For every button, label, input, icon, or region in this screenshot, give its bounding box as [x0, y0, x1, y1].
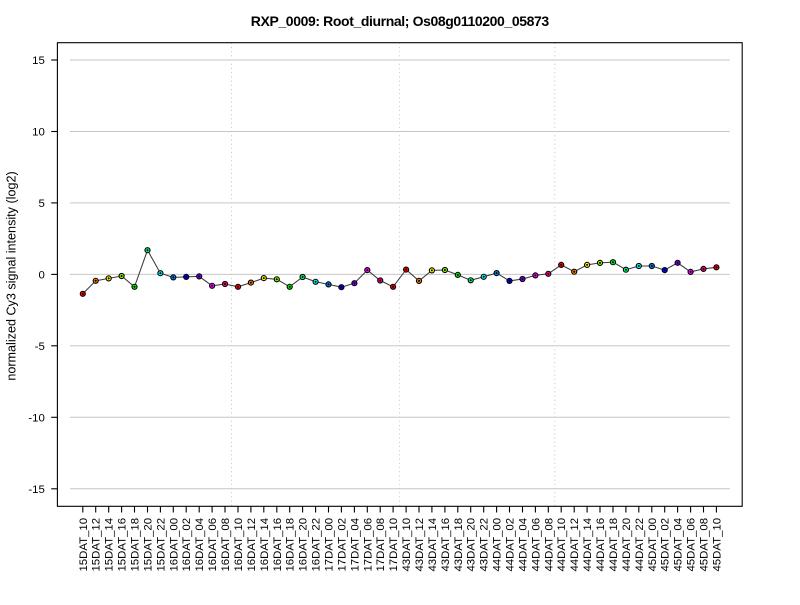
- svg-text:17DAT_02: 17DAT_02: [336, 518, 348, 572]
- svg-text:17DAT_08: 17DAT_08: [375, 518, 387, 572]
- svg-text:15DAT_10: 15DAT_10: [78, 518, 90, 572]
- svg-text:17DAT_06: 17DAT_06: [362, 518, 374, 572]
- svg-text:16DAT_18: 16DAT_18: [285, 518, 297, 572]
- svg-text:44DAT_06: 44DAT_06: [530, 518, 542, 572]
- svg-text:15DAT_18: 15DAT_18: [130, 518, 142, 572]
- svg-text:44DAT_14: 44DAT_14: [582, 518, 594, 572]
- svg-text:16DAT_20: 16DAT_20: [298, 518, 310, 572]
- svg-text:43DAT_22: 43DAT_22: [479, 518, 491, 572]
- svg-text:16DAT_08: 16DAT_08: [220, 518, 232, 572]
- svg-text:16DAT_06: 16DAT_06: [207, 518, 219, 572]
- svg-text:17DAT_04: 17DAT_04: [349, 518, 361, 572]
- svg-text:5: 5: [38, 198, 44, 210]
- svg-text:43DAT_18: 43DAT_18: [453, 518, 465, 572]
- svg-text:16DAT_10: 16DAT_10: [233, 518, 245, 572]
- svg-text:15DAT_22: 15DAT_22: [155, 518, 167, 572]
- svg-text:43DAT_16: 43DAT_16: [440, 518, 452, 572]
- svg-text:44DAT_18: 44DAT_18: [608, 518, 620, 572]
- svg-text:16DAT_04: 16DAT_04: [194, 518, 206, 572]
- svg-text:44DAT_04: 44DAT_04: [518, 518, 530, 572]
- svg-text:10: 10: [32, 127, 45, 139]
- svg-text:44DAT_16: 44DAT_16: [595, 518, 607, 572]
- svg-text:16DAT_02: 16DAT_02: [181, 518, 193, 572]
- svg-text:45DAT_04: 45DAT_04: [673, 518, 685, 572]
- svg-text:44DAT_10: 44DAT_10: [556, 518, 568, 572]
- svg-text:16DAT_14: 16DAT_14: [259, 518, 271, 572]
- svg-text:44DAT_12: 44DAT_12: [569, 518, 581, 572]
- svg-text:45DAT_00: 45DAT_00: [647, 518, 659, 572]
- svg-text:44DAT_22: 44DAT_22: [634, 518, 646, 572]
- svg-text:45DAT_06: 45DAT_06: [686, 518, 698, 572]
- svg-text:15DAT_12: 15DAT_12: [91, 518, 103, 572]
- svg-text:45DAT_08: 45DAT_08: [699, 518, 711, 572]
- svg-text:44DAT_02: 44DAT_02: [505, 518, 517, 572]
- svg-text:-10: -10: [28, 412, 44, 424]
- svg-text:16DAT_16: 16DAT_16: [272, 518, 284, 572]
- svg-text:-15: -15: [28, 484, 44, 496]
- svg-text:43DAT_20: 43DAT_20: [466, 518, 478, 572]
- svg-text:43DAT_12: 43DAT_12: [414, 518, 426, 572]
- svg-text:17DAT_10: 17DAT_10: [388, 518, 400, 572]
- svg-text:RXP_0009: Root_diurnal; Os08g0: RXP_0009: Root_diurnal; Os08g0110200_058…: [251, 13, 550, 29]
- svg-text:45DAT_10: 45DAT_10: [711, 518, 723, 572]
- svg-text:15: 15: [32, 55, 45, 67]
- svg-text:43DAT_14: 43DAT_14: [427, 518, 439, 572]
- svg-text:45DAT_02: 45DAT_02: [660, 518, 672, 572]
- svg-text:44DAT_08: 44DAT_08: [543, 518, 555, 572]
- svg-text:17DAT_00: 17DAT_00: [324, 518, 336, 572]
- svg-text:15DAT_14: 15DAT_14: [104, 518, 116, 572]
- svg-text:43DAT_10: 43DAT_10: [401, 518, 413, 572]
- svg-text:16DAT_12: 16DAT_12: [246, 518, 258, 572]
- svg-text:0: 0: [38, 269, 44, 281]
- svg-text:15DAT_16: 15DAT_16: [117, 518, 129, 572]
- svg-text:15DAT_20: 15DAT_20: [143, 518, 155, 572]
- svg-text:44DAT_00: 44DAT_00: [492, 518, 504, 572]
- svg-text:44DAT_20: 44DAT_20: [621, 518, 633, 572]
- svg-text:-5: -5: [35, 341, 45, 353]
- svg-text:16DAT_22: 16DAT_22: [311, 518, 323, 572]
- svg-text:16DAT_00: 16DAT_00: [168, 518, 180, 572]
- svg-text:normalized Cy3 signal intensit: normalized Cy3 signal intensity (log2): [4, 171, 18, 380]
